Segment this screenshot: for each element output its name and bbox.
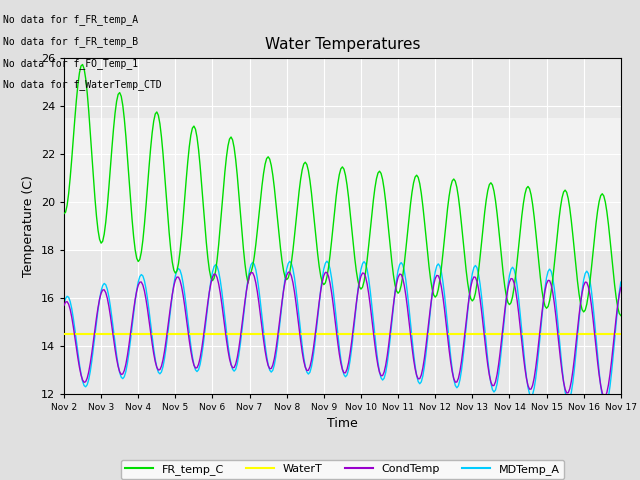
Line: MDTemp_A: MDTemp_A bbox=[64, 261, 621, 406]
FR_temp_C bbox=[410, 180, 417, 186]
CondTemp bbox=[379, 372, 387, 378]
MDTemp_A bbox=[397, 260, 405, 265]
FR_temp_C bbox=[79, 61, 86, 67]
CondTemp bbox=[617, 285, 625, 290]
Text: No data for f_FR_temp_B: No data for f_FR_temp_B bbox=[3, 36, 138, 47]
WaterT bbox=[76, 331, 83, 336]
Y-axis label: Temperature (C): Temperature (C) bbox=[22, 175, 35, 276]
MDTemp_A bbox=[76, 361, 83, 367]
WaterT bbox=[377, 331, 385, 336]
MDTemp_A bbox=[60, 301, 68, 307]
FR_temp_C bbox=[550, 262, 558, 267]
Text: No data for f_FR_temp_A: No data for f_FR_temp_A bbox=[3, 14, 138, 25]
WaterT bbox=[408, 331, 416, 336]
FR_temp_C bbox=[397, 283, 405, 288]
CondTemp bbox=[600, 394, 607, 399]
CondTemp bbox=[76, 365, 83, 371]
WaterT bbox=[396, 331, 403, 336]
X-axis label: Time: Time bbox=[327, 417, 358, 430]
CondTemp bbox=[60, 302, 68, 308]
Legend: FR_temp_C, WaterT, CondTemp, MDTemp_A: FR_temp_C, WaterT, CondTemp, MDTemp_A bbox=[120, 460, 564, 480]
MDTemp_A bbox=[617, 279, 625, 285]
FR_temp_C bbox=[617, 312, 625, 318]
MDTemp_A bbox=[550, 286, 558, 291]
FR_temp_C bbox=[165, 230, 173, 236]
WaterT bbox=[60, 331, 68, 336]
Text: No data for f_FO_Temp_1: No data for f_FO_Temp_1 bbox=[3, 58, 138, 69]
MDTemp_A bbox=[379, 377, 387, 383]
WaterT bbox=[617, 331, 625, 336]
CondTemp bbox=[284, 269, 292, 275]
WaterT bbox=[549, 331, 557, 336]
MDTemp_A bbox=[323, 258, 331, 264]
FR_temp_C bbox=[379, 177, 387, 182]
Line: FR_temp_C: FR_temp_C bbox=[64, 64, 621, 315]
CondTemp bbox=[410, 356, 417, 362]
WaterT bbox=[164, 331, 172, 336]
Bar bbox=[64, 118, 621, 250]
Text: No data for f_WaterTemp_CTD: No data for f_WaterTemp_CTD bbox=[3, 79, 162, 90]
FR_temp_C bbox=[60, 211, 68, 216]
Title: Water Temperatures: Water Temperatures bbox=[265, 37, 420, 52]
FR_temp_C bbox=[76, 70, 83, 76]
MDTemp_A bbox=[602, 403, 609, 408]
CondTemp bbox=[397, 272, 405, 277]
MDTemp_A bbox=[164, 332, 172, 338]
CondTemp bbox=[164, 326, 172, 332]
Line: CondTemp: CondTemp bbox=[64, 272, 621, 396]
MDTemp_A bbox=[410, 350, 417, 356]
CondTemp bbox=[550, 300, 558, 306]
